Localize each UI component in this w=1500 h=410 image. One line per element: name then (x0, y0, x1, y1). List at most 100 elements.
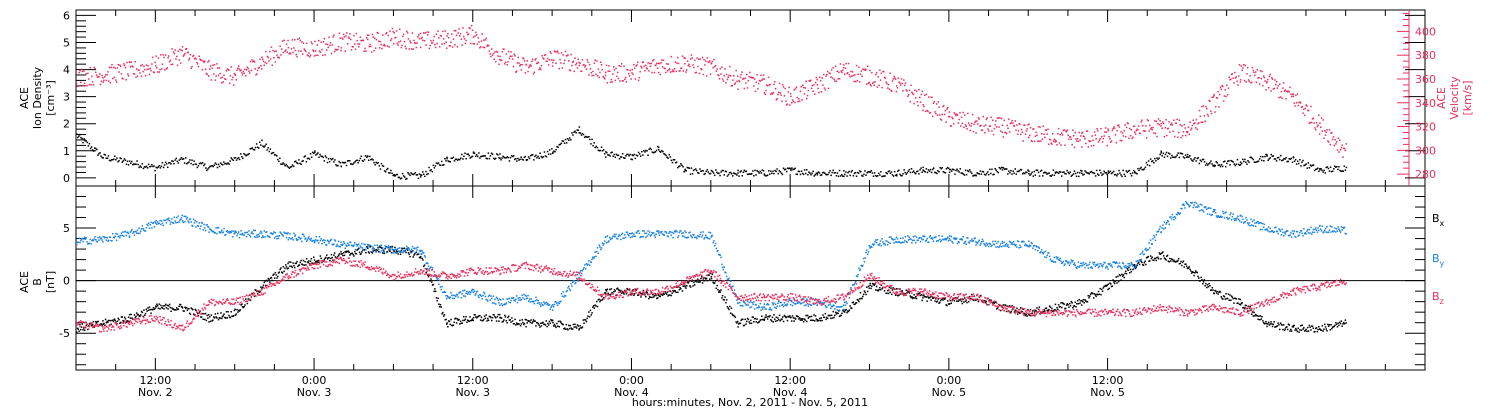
bx-point (937, 298, 939, 300)
bx-point (423, 265, 425, 268)
velocity-point (353, 34, 355, 37)
velocity-point (446, 47, 448, 49)
velocity-point (604, 74, 607, 77)
bx-point (1174, 260, 1176, 263)
velocity-point (837, 78, 839, 80)
bx-point (379, 246, 382, 248)
bx-point (804, 319, 806, 321)
velocity-point (463, 38, 466, 40)
density-point (460, 157, 462, 159)
density-point (1236, 158, 1239, 161)
density-point (489, 155, 492, 157)
bx-point (552, 321, 554, 324)
density-point (878, 172, 880, 175)
bx-point (1232, 297, 1234, 300)
velocity-point (958, 118, 960, 121)
bx-point (513, 323, 515, 325)
velocity-point (1111, 129, 1114, 132)
bx-point (1075, 306, 1077, 308)
by-point (80, 238, 83, 240)
density-point (653, 151, 656, 154)
bx-point (1027, 309, 1029, 311)
by-point (156, 221, 159, 223)
velocity-point (814, 81, 817, 84)
velocity-point (212, 64, 214, 66)
velocity-point (609, 81, 612, 83)
bx-point (188, 308, 190, 310)
density-point (663, 153, 665, 155)
velocity-point (148, 73, 151, 76)
by-point (104, 236, 107, 239)
velocity-point (661, 59, 663, 61)
density-point (754, 169, 756, 172)
velocity-point (599, 71, 601, 74)
velocity-point (610, 78, 613, 81)
velocity-point (389, 30, 391, 32)
bx-point (1186, 267, 1189, 269)
velocity-point (811, 84, 814, 87)
bx-point (438, 306, 441, 308)
bx-point (624, 289, 626, 292)
velocity-point (578, 64, 581, 67)
velocity-point (619, 80, 621, 82)
velocity-point (544, 53, 547, 56)
velocity-point (1296, 93, 1299, 95)
velocity-point (903, 79, 905, 81)
bx-point (450, 318, 452, 321)
density-point (959, 168, 961, 170)
bx-point (901, 290, 903, 292)
density-point (1342, 170, 1344, 172)
bx-point (485, 314, 487, 316)
bx-point (237, 311, 239, 313)
bx-point (1146, 256, 1149, 258)
bx-point (749, 322, 751, 325)
velocity-point (1080, 146, 1083, 148)
bx-point (1056, 306, 1058, 309)
density-point (616, 154, 619, 157)
density-point (886, 172, 888, 175)
velocity-point (1065, 131, 1068, 133)
velocity-point (624, 78, 626, 80)
density-point (510, 154, 513, 157)
velocity-point (426, 31, 428, 33)
velocity-point (1220, 88, 1222, 91)
by-point (245, 231, 247, 234)
density-point (780, 172, 783, 174)
bx-point (262, 284, 265, 287)
density-point (471, 155, 474, 158)
bx-point (857, 299, 859, 301)
velocity-point (1045, 129, 1048, 131)
density-point (453, 160, 456, 162)
by-point (206, 224, 208, 226)
bx-point (830, 317, 832, 320)
by-point (95, 239, 97, 241)
density-point (315, 154, 317, 156)
velocity-point (1196, 128, 1198, 131)
velocity-point (1110, 140, 1113, 142)
velocity-point (438, 45, 441, 48)
velocity-point (750, 76, 753, 79)
velocity-point (793, 89, 795, 91)
velocity-point (485, 37, 487, 40)
by-point (86, 241, 88, 243)
bx-point (1220, 296, 1222, 298)
bx-point (919, 294, 922, 297)
density-point (831, 171, 833, 174)
velocity-point (1063, 129, 1065, 131)
bx-point (797, 316, 799, 318)
velocity-point (603, 76, 605, 79)
bx-point (806, 320, 808, 323)
velocity-point (1315, 122, 1318, 124)
bx-point (116, 320, 119, 322)
density-point (1279, 158, 1281, 161)
velocity-point (1275, 83, 1277, 86)
by-point (253, 229, 255, 232)
velocity-point (205, 72, 208, 75)
bx-point (528, 320, 530, 322)
bx-point (99, 324, 101, 326)
velocity-point (1160, 122, 1162, 125)
density-point (773, 172, 775, 175)
bx-point (734, 316, 737, 319)
bx-point (514, 318, 516, 321)
bx-point (657, 293, 660, 296)
